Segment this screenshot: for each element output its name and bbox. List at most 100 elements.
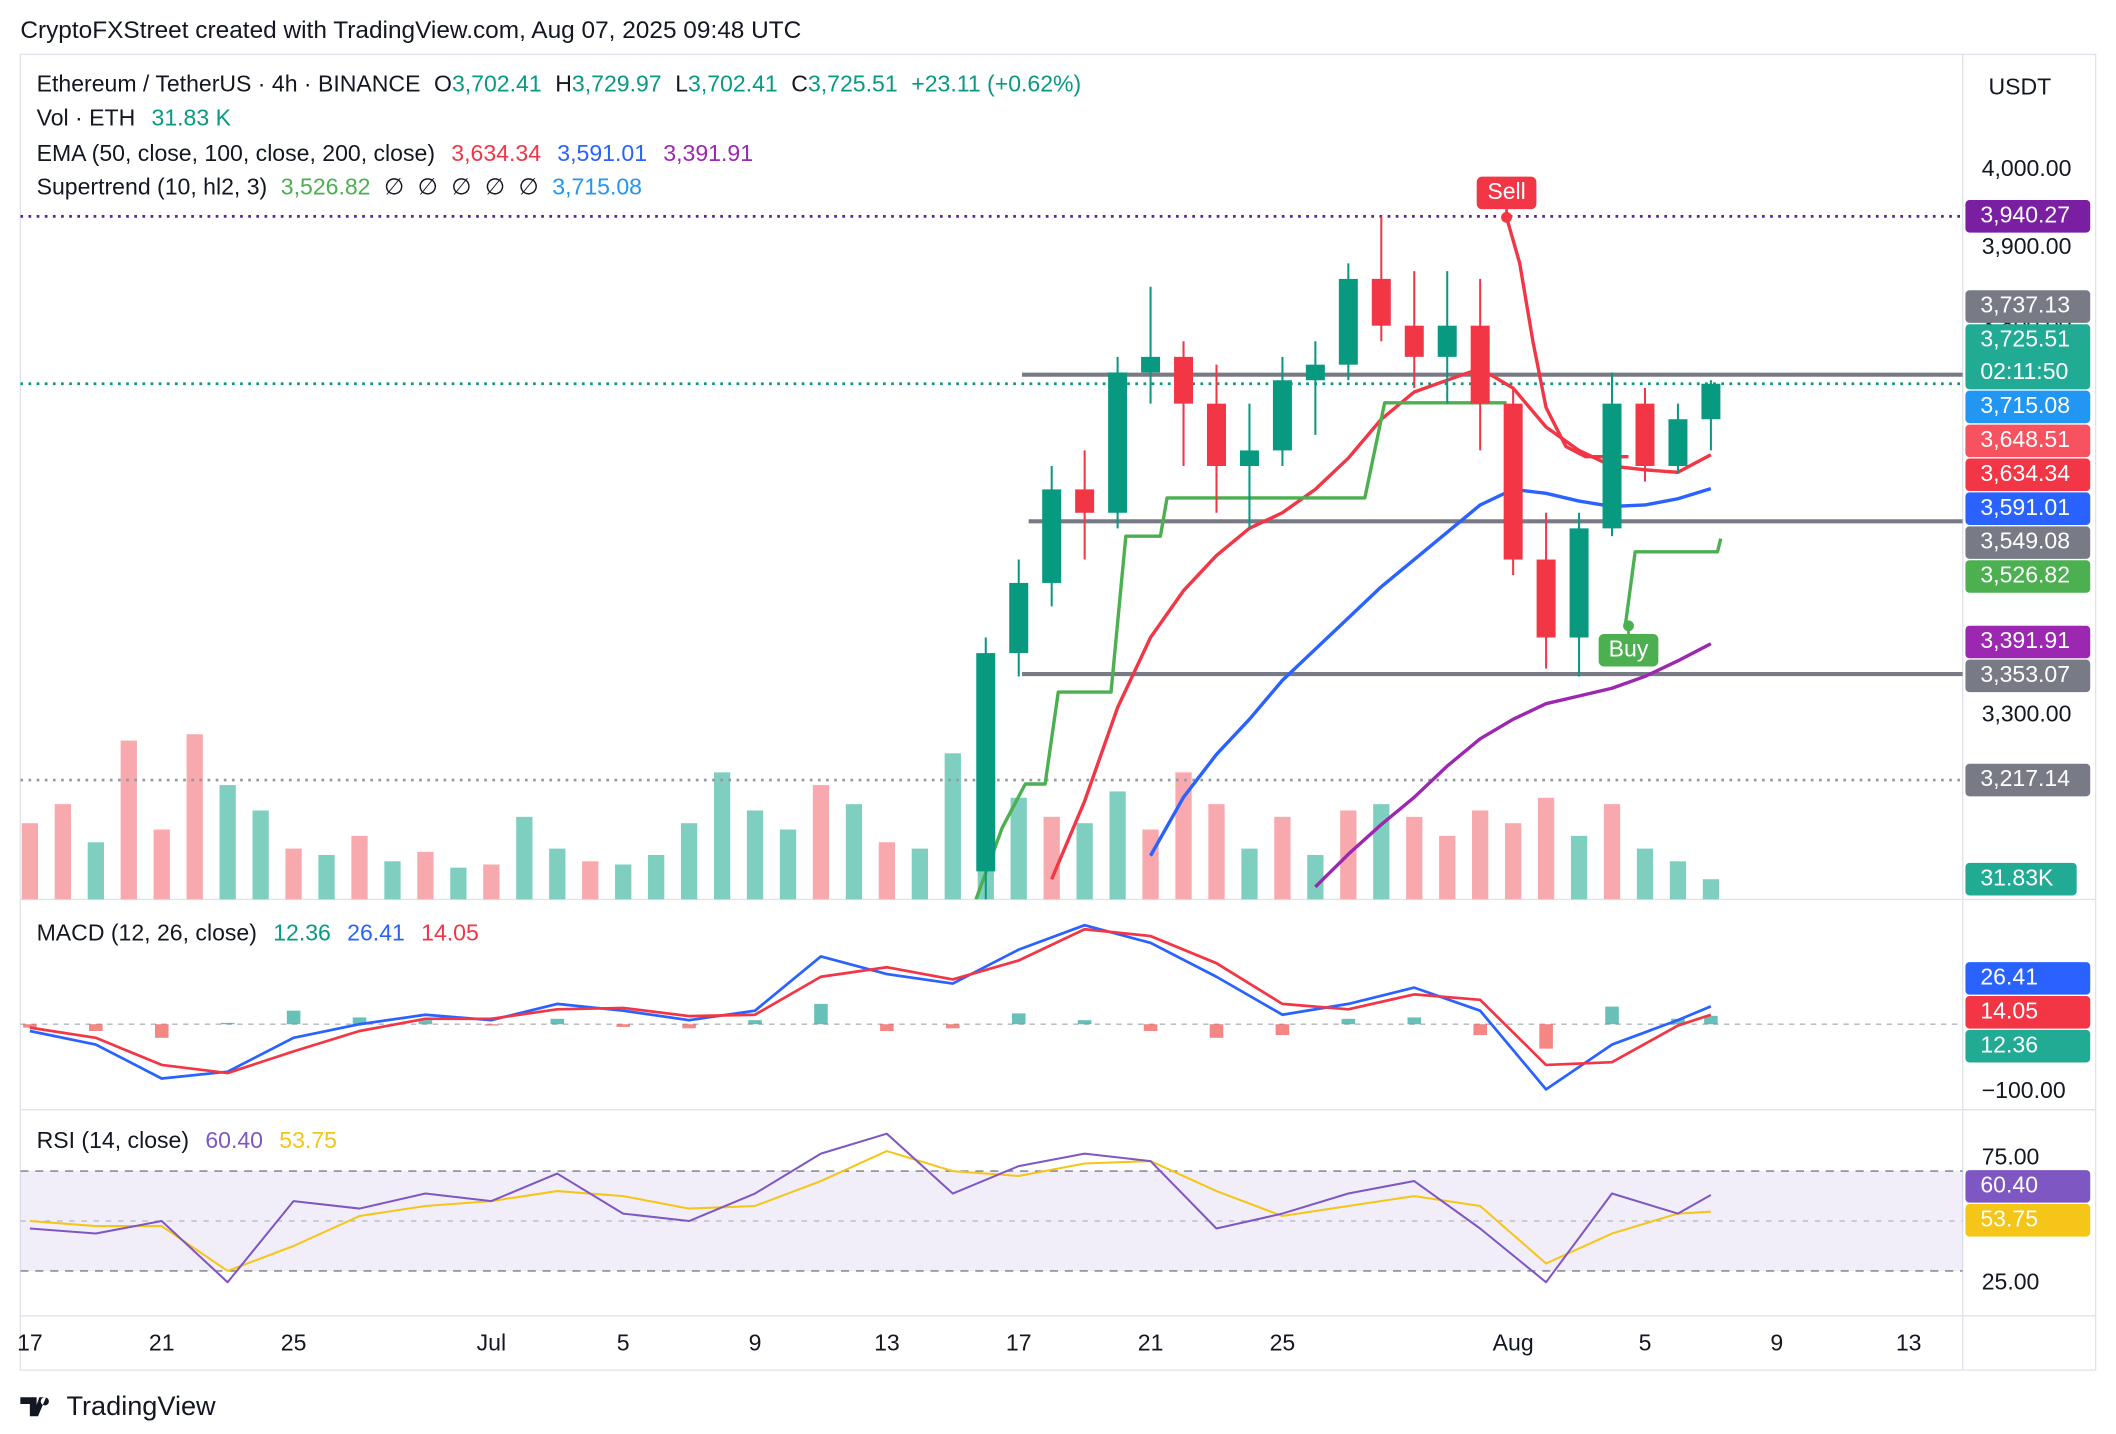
volume-bar (1537, 797, 1555, 900)
axis-price-box (1965, 390, 2091, 424)
macd-histogram (682, 1024, 696, 1029)
candle-body (1602, 403, 1622, 529)
candle-body (1075, 489, 1095, 513)
legend-item: EMA (50, close, 100, close, 200, close) (37, 140, 435, 166)
axis-price-label: 60.40 (1980, 1171, 2038, 1197)
y-tick-label: −100.00 (1982, 1077, 2066, 1103)
axis-price-box (1965, 492, 2091, 525)
axis-price-label: 3,940.27 (1980, 201, 2070, 227)
volume-bar (582, 861, 599, 900)
axis-price-box (1965, 324, 2091, 390)
axis-price-box (1965, 1029, 2091, 1063)
candle-body (1009, 582, 1029, 654)
macd-histogram (1407, 1017, 1422, 1025)
volume-bar (1142, 829, 1159, 900)
volume-bar (680, 823, 698, 900)
rsi-pane (20, 1132, 1963, 1284)
macd-histogram (550, 1018, 565, 1025)
legend-item: C (791, 71, 808, 97)
volume-bar (120, 740, 137, 900)
axis-price-box (1965, 625, 2091, 659)
signal-box (1476, 176, 1537, 210)
axis-price-label: 26.41 (1980, 963, 2038, 989)
legend-item: Supertrend (10, hl2, 3) (37, 174, 268, 200)
rsi-ma-line (29, 1150, 1711, 1272)
volume-bar (549, 848, 566, 900)
macd-histogram (1473, 1024, 1487, 1036)
candle-body (1503, 403, 1523, 560)
volume-bar (252, 810, 269, 900)
footer-logo (20, 1397, 49, 1417)
axis-price-label: 3,591.01 (1980, 494, 2070, 520)
legend-item: 3,725.51 (808, 71, 898, 97)
legend-item: 3,591.01 (557, 140, 647, 166)
axis-price-label: 53.75 (1980, 1205, 2038, 1231)
signal-box (1598, 633, 1659, 667)
legend-line: MACD (12, 26, close) 12.36 26.41 14.05 (37, 920, 479, 946)
volume-bar (648, 854, 665, 900)
legend-line: EMA (50, close, 100, close, 200, close) 3… (37, 140, 753, 166)
y-tick-label: 3,300.00 (1982, 701, 2072, 727)
axis-price-label: 14.05 (1980, 997, 2038, 1023)
candle-body (1668, 419, 1688, 467)
candle-body (1536, 559, 1556, 638)
volume-bar (944, 753, 961, 900)
candle-body (1437, 325, 1457, 357)
volume-bar (878, 842, 896, 900)
volume-bar (779, 829, 797, 900)
candle-body (1338, 278, 1358, 365)
legend-line: Supertrend (10, hl2, 3) 3,526.82 ∅ ∅ ∅ ∅ ∅ 3,71… (37, 174, 642, 200)
macd-histogram (1143, 1024, 1158, 1032)
legend-item: 3,729.97 (572, 71, 662, 97)
legend-line: Vol · ETH 31.83 K (37, 105, 232, 131)
x-tick-label: 13 (1896, 1329, 1922, 1355)
macd-pane (20, 923, 1963, 1091)
x-tick-label: 5 (617, 1329, 630, 1355)
legend-item: O (434, 71, 452, 97)
volume-bar (1109, 791, 1126, 900)
x-tick-label: Jul (477, 1329, 506, 1355)
candle-body (1141, 356, 1161, 373)
macd-histogram (880, 1024, 894, 1032)
macd-histogram (220, 1022, 235, 1025)
volume-bar (1505, 823, 1522, 900)
x-tick-label: 9 (1770, 1329, 1783, 1355)
legend-item: 53.75 (279, 1127, 337, 1153)
legend-item: 60.40 (205, 1127, 263, 1153)
legend-item: H (555, 71, 572, 97)
axis-price-label: 3,634.34 (1980, 460, 2070, 486)
y-tick-label: 3,900.00 (1982, 233, 2072, 259)
macd-histogram (1341, 1018, 1356, 1025)
volume-bar (153, 829, 170, 900)
legend-item: 12.36 (273, 920, 331, 946)
macd-histogram (748, 1020, 762, 1025)
axis-price-box (1965, 424, 2091, 458)
legend-item: +23.11 (+0.62%) (911, 71, 1081, 97)
volume-bar (1241, 848, 1258, 900)
macd-histogram (286, 1010, 301, 1025)
x-tick-label: 13 (874, 1329, 900, 1355)
macd-histogram (352, 1017, 367, 1025)
candle-body (1404, 325, 1424, 357)
macd-histogram (23, 1024, 37, 1028)
volume-bar (1472, 810, 1489, 900)
axis-price-label: 3,715.08 (1980, 392, 2070, 418)
supertrend-line (1504, 216, 1629, 459)
volume-bar (1043, 816, 1060, 900)
legend-item: 3,634.34 (451, 140, 541, 166)
volume-bar (812, 785, 830, 900)
main-pane (20, 214, 1963, 900)
countdown: 02:11:50 (1980, 358, 2068, 384)
axis-price-box (1965, 962, 2091, 995)
axis-price-label: 3,391.91 (1980, 627, 2070, 653)
axis-price-box (1965, 290, 2091, 323)
macd-histogram (946, 1024, 960, 1029)
volume-bar (450, 867, 467, 900)
legend-item: ∅ (485, 174, 505, 200)
signal-line (29, 927, 1712, 1075)
overlay: 17 21 25 Jul 5 9 13 17 21 25 Aug 5 9 13 4,000.00 3,900.… (17, 71, 2091, 1355)
legend-item: 3,702.41 (688, 71, 778, 97)
volume-bar (285, 848, 302, 900)
axis-price-label: 3,353.07 (1980, 661, 2070, 687)
volume-bar (746, 810, 764, 900)
